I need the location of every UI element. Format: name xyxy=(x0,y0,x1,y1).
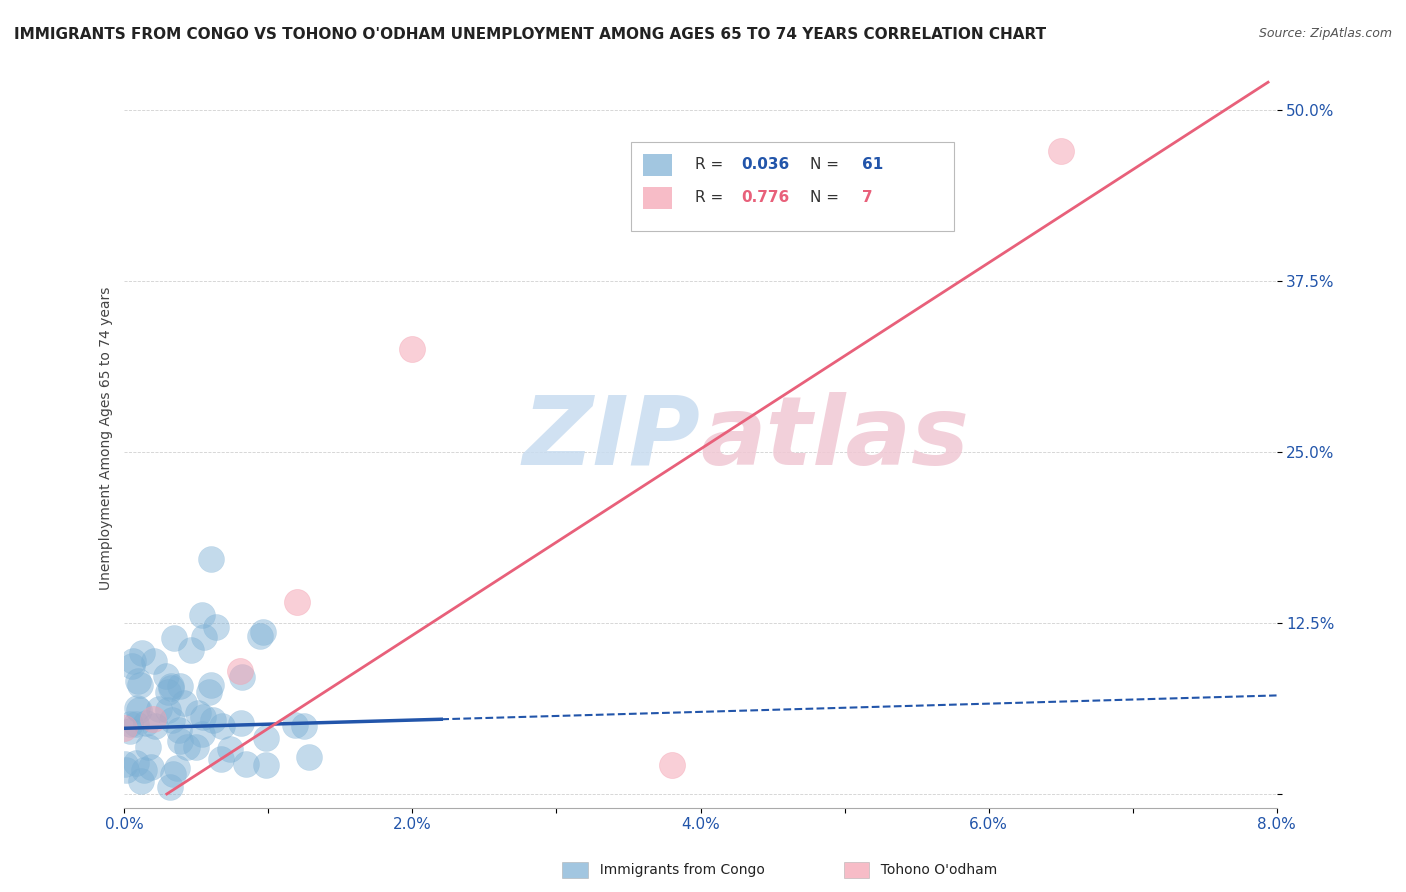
Bar xyxy=(643,153,672,176)
Point xyxy=(198,684,221,698)
Point xyxy=(292,719,315,733)
Point xyxy=(661,758,683,772)
Point xyxy=(132,763,155,777)
Point xyxy=(193,630,215,644)
Point xyxy=(167,723,190,738)
Point xyxy=(125,756,148,771)
Point xyxy=(176,740,198,755)
Point xyxy=(201,713,224,727)
Point xyxy=(160,681,183,695)
Point xyxy=(169,679,191,693)
Point xyxy=(231,670,253,684)
Point xyxy=(186,740,208,755)
Text: Immigrants from Congo: Immigrants from Congo xyxy=(591,863,765,877)
Point xyxy=(135,716,157,731)
Point xyxy=(200,552,222,566)
Point xyxy=(159,780,181,794)
Text: R =: R = xyxy=(695,157,728,172)
Point xyxy=(401,342,423,356)
Point xyxy=(285,595,308,609)
Point xyxy=(115,763,138,777)
Point xyxy=(127,701,149,715)
Point xyxy=(136,740,159,755)
Point xyxy=(191,726,214,740)
Point xyxy=(131,646,153,660)
Text: N =: N = xyxy=(810,157,844,172)
Point xyxy=(114,721,136,735)
Point xyxy=(121,659,143,673)
Point xyxy=(139,760,162,774)
Point xyxy=(229,716,252,731)
Point xyxy=(209,752,232,766)
Point xyxy=(1049,144,1071,158)
Point xyxy=(169,734,191,748)
Point xyxy=(142,712,165,726)
Point xyxy=(118,717,141,731)
Point xyxy=(129,678,152,692)
Point xyxy=(254,758,277,772)
Text: IMMIGRANTS FROM CONGO VS TOHONO O'ODHAM UNEMPLOYMENT AMONG AGES 65 TO 74 YEARS C: IMMIGRANTS FROM CONGO VS TOHONO O'ODHAM … xyxy=(14,27,1046,42)
Text: Source: ZipAtlas.com: Source: ZipAtlas.com xyxy=(1258,27,1392,40)
Point xyxy=(162,766,184,780)
Point xyxy=(127,674,149,689)
Point xyxy=(114,757,136,772)
Text: atlas: atlas xyxy=(700,392,970,484)
Point xyxy=(252,624,274,639)
Text: 7: 7 xyxy=(862,190,872,205)
Point xyxy=(157,685,180,699)
Point xyxy=(173,696,195,710)
Point xyxy=(155,669,177,683)
Point xyxy=(157,703,180,717)
Y-axis label: Unemployment Among Ages 65 to 74 years: Unemployment Among Ages 65 to 74 years xyxy=(100,286,114,590)
Point xyxy=(120,723,142,738)
Point xyxy=(228,664,250,678)
Point xyxy=(142,654,165,668)
Point xyxy=(143,719,166,733)
Point xyxy=(235,757,257,772)
Point xyxy=(284,717,307,731)
FancyBboxPatch shape xyxy=(631,143,953,231)
Point xyxy=(200,677,222,691)
Point xyxy=(218,741,240,756)
Text: N =: N = xyxy=(810,190,844,205)
Point xyxy=(187,706,209,720)
Text: R =: R = xyxy=(695,190,728,205)
Text: Tohono O'odham: Tohono O'odham xyxy=(872,863,997,877)
Point xyxy=(129,773,152,788)
Point xyxy=(166,761,188,775)
Point xyxy=(125,717,148,731)
Point xyxy=(191,608,214,623)
Point xyxy=(254,731,277,745)
Text: 0.036: 0.036 xyxy=(741,157,789,172)
Point xyxy=(211,719,233,733)
Point xyxy=(249,629,271,643)
Point xyxy=(121,654,143,668)
Point xyxy=(128,703,150,717)
Point xyxy=(148,702,170,716)
Point xyxy=(204,620,226,634)
Point xyxy=(180,643,202,657)
Point xyxy=(191,710,214,724)
Bar xyxy=(643,186,672,209)
Text: 61: 61 xyxy=(862,157,883,172)
Point xyxy=(159,679,181,693)
Point xyxy=(160,714,183,728)
Text: ZIP: ZIP xyxy=(523,392,700,484)
Text: 0.776: 0.776 xyxy=(741,190,789,205)
Point xyxy=(163,631,186,645)
Point xyxy=(298,749,321,764)
